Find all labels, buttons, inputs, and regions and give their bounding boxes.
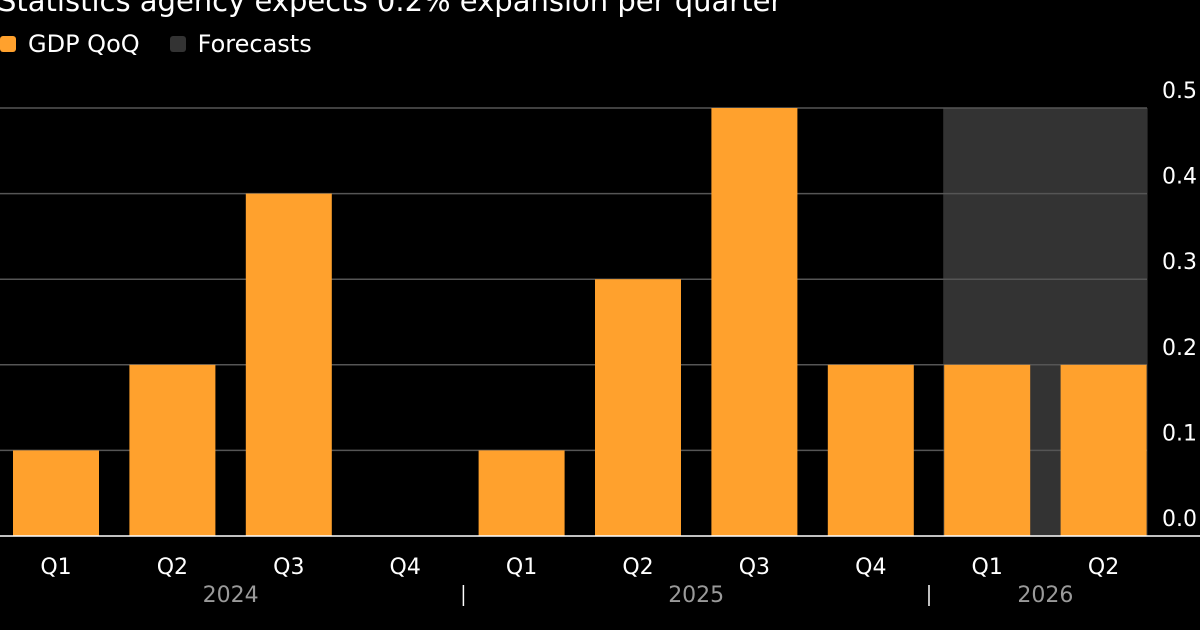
y-tick-label: 0.1: [1162, 421, 1197, 446]
x-tick-label: Q3: [273, 555, 304, 580]
bar: [1060, 364, 1147, 536]
year-label: 2025: [668, 583, 724, 608]
x-tick-label: Q2: [622, 555, 653, 580]
bar: [129, 364, 216, 536]
bar: [944, 364, 1031, 536]
x-tick-label: Q1: [40, 555, 71, 580]
legend-label-gdp-qoq: GDP QoQ: [28, 30, 140, 58]
legend-swatch-gdp-qoq: [0, 36, 16, 52]
x-tick-label: Q1: [972, 555, 1003, 580]
legend-label-forecasts: Forecasts: [197, 30, 312, 58]
legend-item-forecasts: Forecasts: [169, 30, 312, 58]
y-tick-label: 0.0: [1162, 507, 1197, 532]
legend-swatch-forecasts: [169, 36, 186, 52]
year-label: 2024: [203, 583, 259, 608]
y-tick-label: 0.3: [1162, 250, 1197, 275]
bar: [595, 279, 681, 536]
x-tick-label: Q2: [157, 555, 188, 580]
bar: [13, 450, 99, 536]
legend: GDP QoQ Forecasts: [0, 30, 342, 58]
y-tick-label: 0.2: [1162, 336, 1197, 361]
x-tick-label: Q3: [739, 555, 770, 580]
chart-subtitle: Statistics agency expects 0.2% expansion…: [0, 0, 783, 18]
x-tick-label: Q1: [506, 555, 537, 580]
x-tick-label: Q4: [855, 555, 886, 580]
legend-item-gdp-qoq: GDP QoQ: [0, 30, 140, 58]
y-tick-label: 0.5: [1162, 79, 1197, 104]
bar: [245, 193, 332, 536]
x-tick-label: Q2: [1088, 555, 1119, 580]
bar: [478, 450, 565, 536]
bar: [827, 364, 914, 536]
x-tick-label: Q4: [390, 555, 421, 580]
y-tick-label: 0.4: [1162, 165, 1197, 190]
bar: [711, 108, 798, 536]
year-label: 2026: [1017, 583, 1073, 608]
